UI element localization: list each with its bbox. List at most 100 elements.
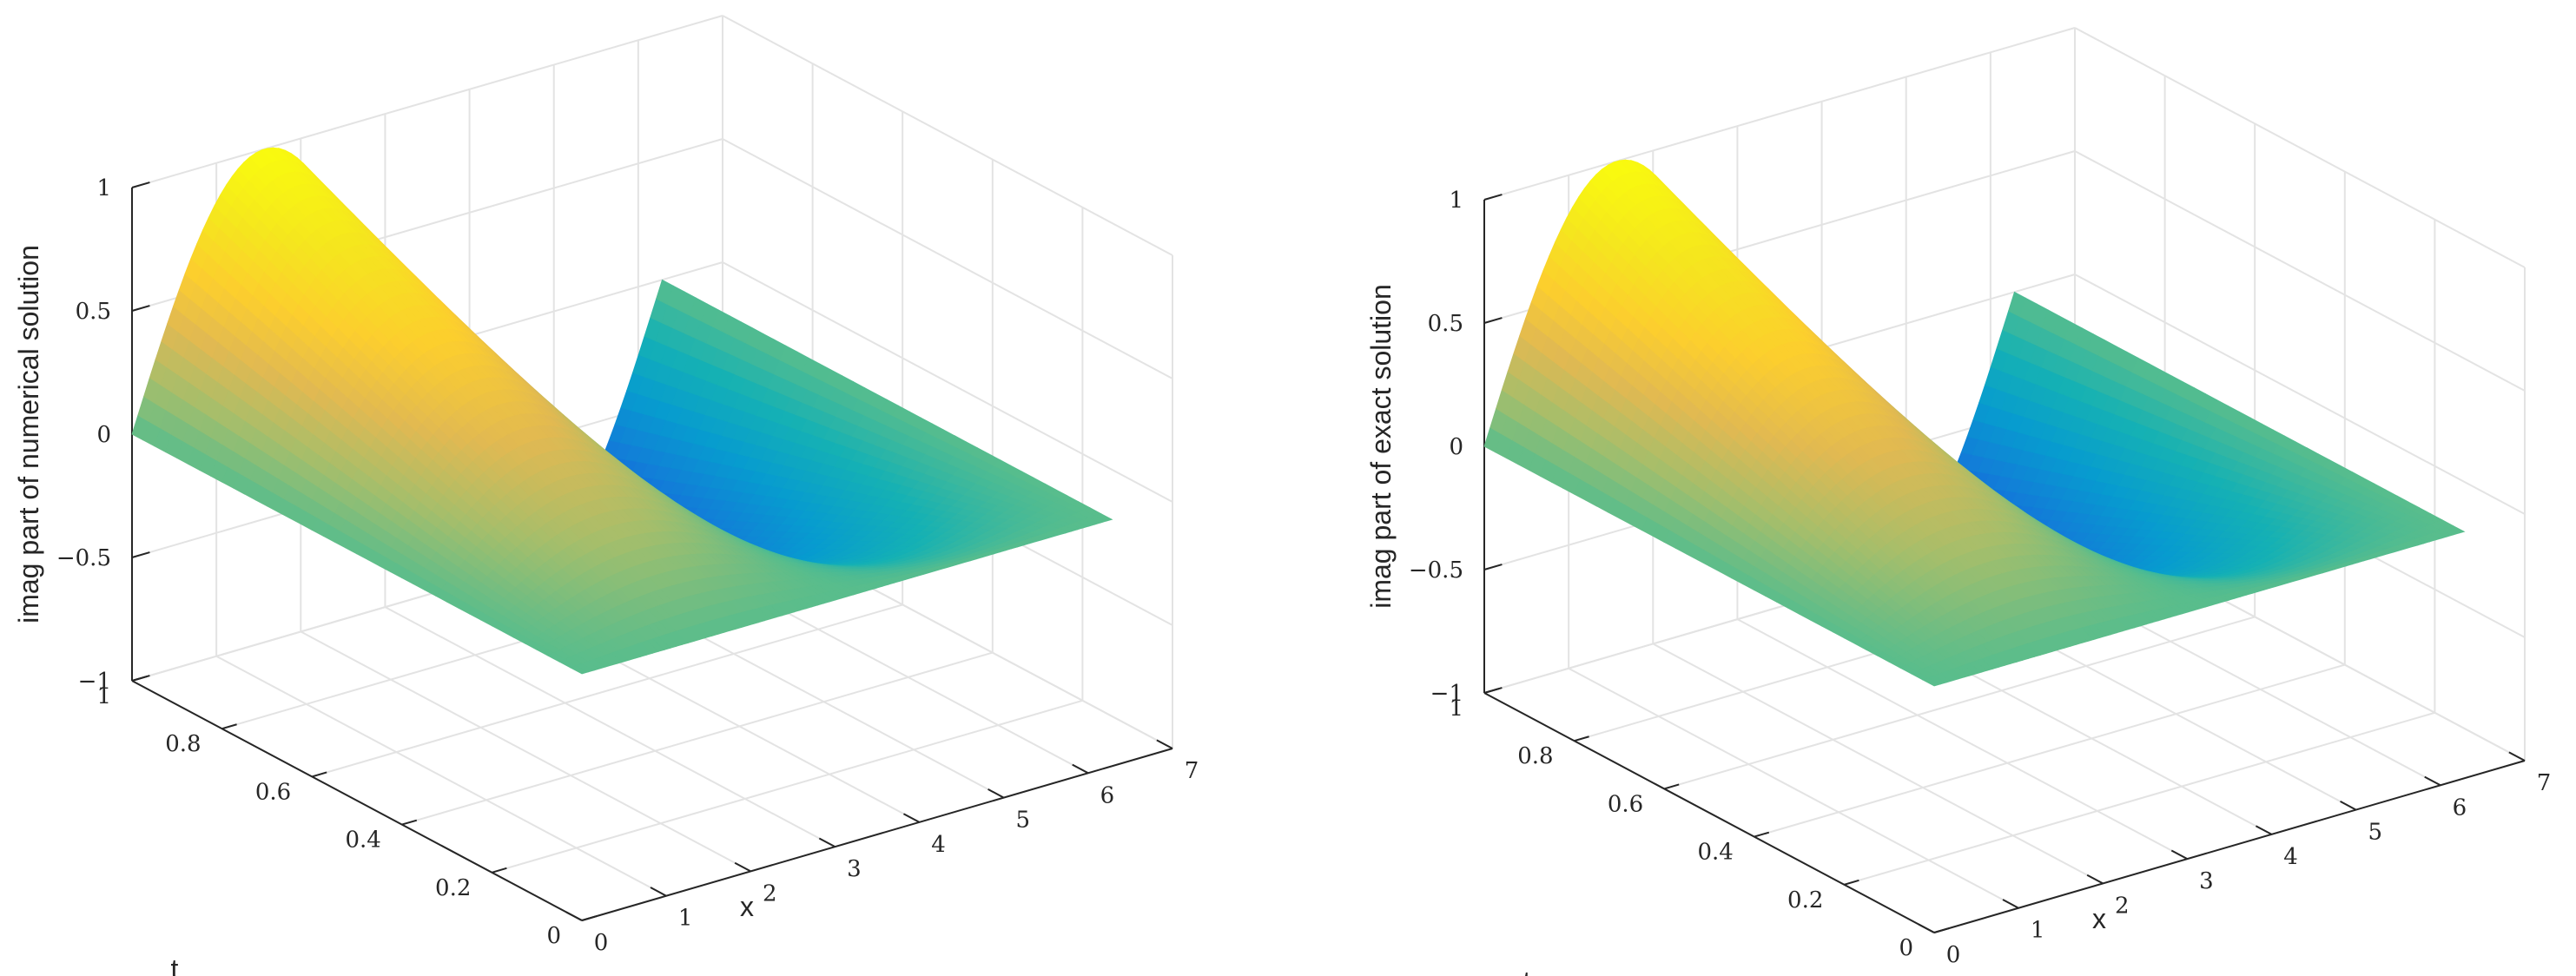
z-axis-label: imag part of numerical solution — [13, 245, 44, 623]
x-tick-mark — [2002, 899, 2019, 909]
x-tick-mark — [818, 837, 836, 848]
x-tick-label: 2 — [2115, 893, 2130, 919]
x-axis-label: x — [740, 891, 754, 922]
y-tick-label: 0.8 — [1517, 743, 1553, 769]
y-tick-label: 0.2 — [435, 875, 471, 901]
y-tick-label: 0.4 — [345, 828, 380, 854]
x-tick-label: 0 — [594, 930, 609, 956]
x-tick-label: 7 — [2537, 770, 2552, 796]
x-tick-label: 0 — [1946, 942, 1961, 968]
y-tick-label: 0.4 — [1697, 840, 1733, 866]
x-axis-label: x — [2092, 903, 2106, 934]
floor-grid-line — [1568, 667, 2019, 909]
x-tick-mark — [565, 911, 583, 921]
side-grid-line — [2074, 27, 2526, 268]
x-tick-mark — [902, 813, 921, 823]
y-tick-mark — [1754, 831, 1770, 838]
floor-grid-line — [384, 606, 836, 848]
z-tick-label: 0 — [96, 422, 111, 448]
y-tick-label: 1 — [96, 683, 111, 709]
z-axis-label: imag part of exact solution — [1365, 284, 1397, 609]
x-tick-label: 5 — [2368, 820, 2382, 846]
z-tick-label: −1 — [78, 669, 111, 695]
z-tick-mark — [131, 551, 150, 558]
x-tick-mark — [2086, 874, 2104, 885]
x-tick-mark — [2508, 751, 2526, 762]
surface-plot-numerical: 0123456700.20.40.60.81−1−0.500.51xtimag … — [13, 15, 1199, 976]
side-grid-line — [722, 261, 1173, 503]
floor-grid-line — [401, 651, 994, 826]
x-tick-label: 7 — [1185, 758, 1199, 784]
floor-grid-line — [1844, 711, 2435, 886]
z-tick-mark — [131, 181, 150, 188]
y-tick-mark — [401, 819, 418, 826]
z-tick-label: −1 — [1430, 681, 1463, 707]
z-tick-mark — [1483, 564, 1503, 570]
floor-grid-line — [311, 603, 903, 778]
y-axis-label: t — [1523, 966, 1531, 976]
x-tick-label: 3 — [2199, 868, 2214, 894]
back-grid-line — [131, 15, 723, 188]
z-tick-mark — [131, 675, 150, 682]
y-tick-mark — [492, 867, 507, 874]
back-grid-line — [1483, 27, 2076, 201]
surface — [131, 147, 1113, 675]
x-tick-mark — [1918, 923, 1935, 933]
side-grid-line — [2074, 150, 2526, 392]
floor-grid-line — [492, 699, 1083, 874]
x-tick-label: 6 — [1100, 782, 1115, 808]
x-tick-mark — [987, 788, 1005, 799]
y-axis-line — [1483, 692, 1935, 933]
y-tick-mark — [1574, 735, 1589, 742]
y-tick-label: 0 — [546, 923, 561, 949]
x-tick-mark — [2424, 775, 2441, 787]
x-tick-mark — [650, 887, 667, 897]
x-tick-label: 2 — [763, 880, 777, 907]
x-tick-label: 6 — [2453, 795, 2467, 821]
z-tick-mark — [1483, 687, 1503, 694]
z-tick-label: 0 — [1449, 434, 1463, 460]
y-tick-mark — [1933, 927, 1950, 933]
y-tick-mark — [311, 771, 327, 778]
side-grid-line — [722, 15, 1173, 256]
x-tick-mark — [2340, 801, 2357, 811]
y-tick-label: 0.6 — [255, 779, 291, 805]
x-tick-mark — [1072, 763, 1089, 775]
y-axis-line — [131, 680, 583, 921]
x-tick-mark — [1156, 739, 1173, 749]
x-tick-mark — [734, 861, 751, 873]
x-axis-line — [581, 748, 1173, 921]
y-tick-mark — [221, 723, 237, 730]
x-tick-label: 4 — [2283, 844, 2298, 870]
z-tick-label: 1 — [96, 175, 111, 201]
z-tick-label: −0.5 — [56, 545, 111, 571]
z-tick-mark — [131, 305, 150, 312]
x-tick-label: 4 — [931, 832, 946, 858]
x-tick-label: 3 — [847, 856, 862, 882]
x-tick-mark — [2255, 825, 2273, 835]
y-tick-label: 0.6 — [1608, 791, 1643, 817]
y-axis-label: t — [171, 953, 179, 976]
x-tick-mark — [2170, 849, 2188, 861]
x-tick-label: 1 — [2031, 918, 2045, 944]
floor-grid-line — [1754, 663, 2346, 838]
floor-grid-line — [215, 655, 667, 897]
z-tick-mark — [1483, 194, 1503, 201]
y-tick-mark — [1844, 879, 1859, 886]
surface-plot-exact: 0123456700.20.40.60.81−1−0.500.51xtimag … — [1365, 27, 2552, 976]
z-tick-label: 1 — [1449, 188, 1463, 214]
z-tick-label: 0.5 — [76, 299, 111, 325]
z-tick-label: 0.5 — [1428, 311, 1463, 337]
floor-grid-line — [300, 630, 751, 873]
y-tick-mark — [581, 915, 598, 921]
y-tick-label: 0.2 — [1787, 887, 1823, 913]
y-tick-label: 0.8 — [165, 731, 201, 757]
x-tick-label: 1 — [678, 906, 693, 932]
y-tick-label: 0 — [1899, 935, 1913, 961]
x-axis-line — [1933, 760, 2526, 933]
side-grid-line — [722, 138, 1173, 379]
y-tick-mark — [1663, 783, 1680, 790]
z-tick-mark — [1483, 317, 1503, 324]
